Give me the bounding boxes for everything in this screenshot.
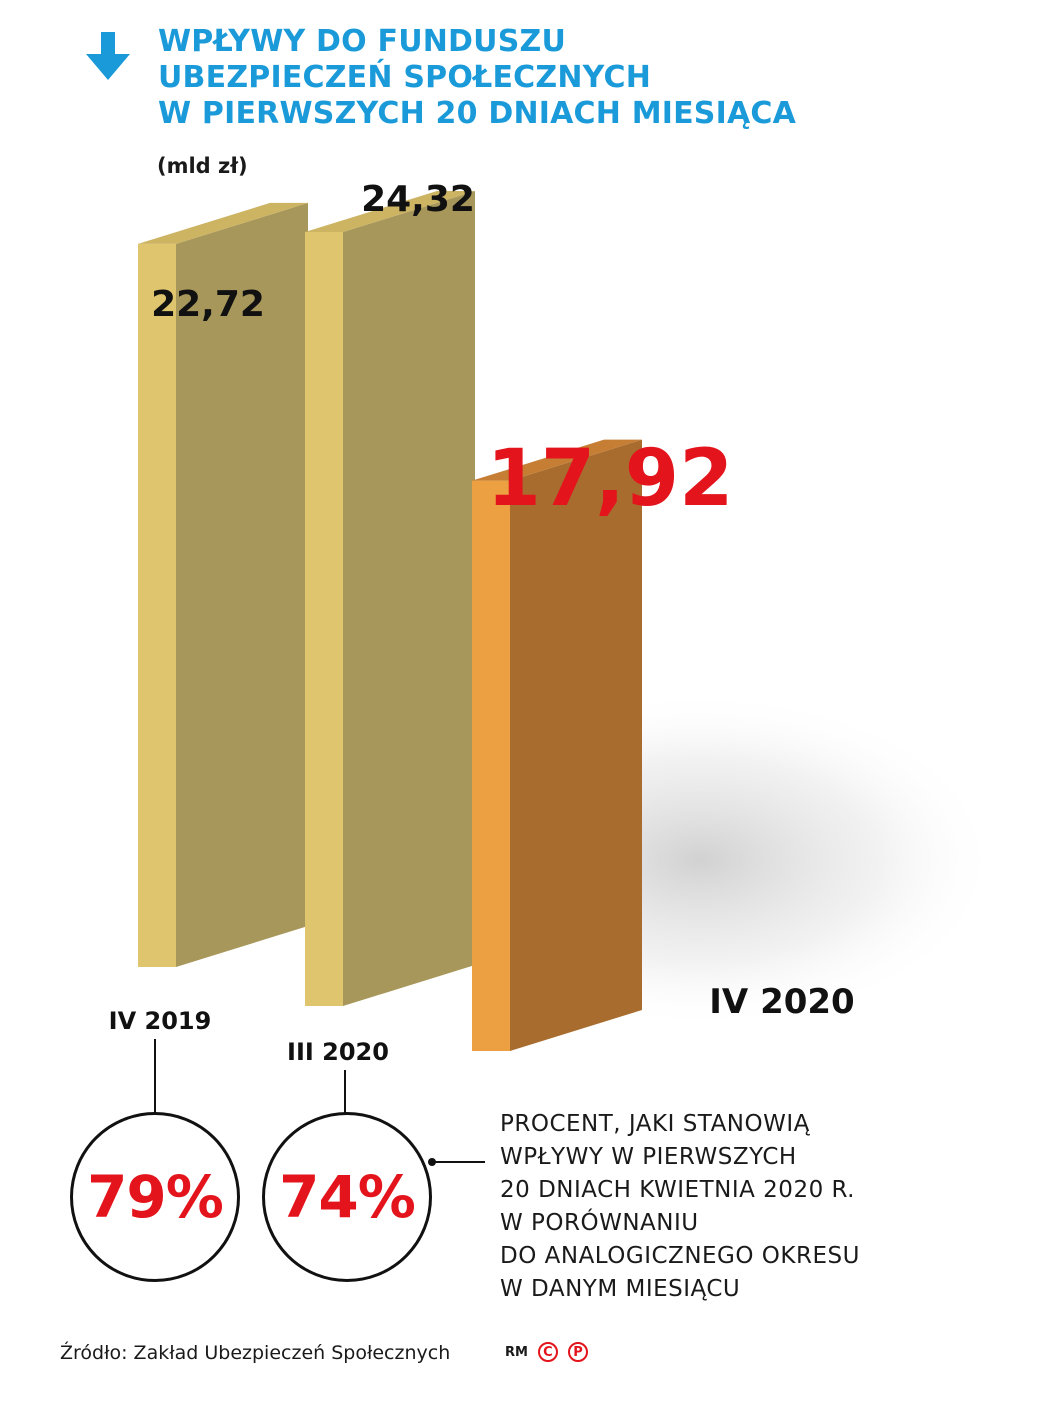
comparison-circle-2: 74% — [262, 1112, 432, 1282]
explanatory-note: PROCENT, JAKI STANOWIĄ WPŁYWY W PIERWSZY… — [500, 1108, 940, 1306]
note-line: PROCENT, JAKI STANOWIĄ — [500, 1111, 810, 1137]
bar-top — [138, 202, 308, 244]
source-note: Źródło: Zakład Ubezpieczeń Społecznych — [60, 1342, 451, 1364]
bar-front — [138, 243, 176, 968]
bar-3 — [472, 439, 642, 1051]
publisher-icon: P — [567, 1342, 588, 1362]
note-line: DO ANALOGICZNEGO OKRESU — [500, 1243, 860, 1269]
bar-1 — [138, 202, 308, 968]
chart-title: WPŁYWY DO FUNDUSZU UBEZPIECZEŃ SPOŁECZNY… — [158, 24, 1018, 132]
arrow-down-icon — [86, 32, 130, 80]
bar-front — [305, 232, 343, 1006]
bar-top — [305, 191, 475, 232]
value-label: 22,72 — [151, 284, 265, 325]
bar-top — [472, 439, 642, 481]
comparison-circle-1: 79% — [70, 1112, 240, 1282]
bar-2 — [305, 191, 475, 1006]
bar-side — [343, 191, 475, 1006]
note-line: 20 DNIACH KWIETNIA 2020 R. — [500, 1177, 855, 1203]
unit-label: (mld zł) — [157, 154, 248, 178]
copyright-icon: C — [537, 1342, 558, 1362]
note-line: W PORÓWNANIU — [500, 1210, 699, 1236]
bar-side — [176, 202, 308, 968]
bar-front — [472, 480, 510, 1051]
category-label: III 2020 — [287, 1038, 389, 1066]
title-line: W PIERWSZYCH 20 DNIACH MIESIĄCA — [158, 96, 797, 131]
comparison-percent: 79% — [87, 1163, 224, 1231]
note-line: WPŁYWY W PIERWSZYCH — [500, 1144, 797, 1170]
author-initials: RM — [505, 1344, 528, 1360]
title-line: UBEZPIECZEŃ SPOŁECZNYCH — [158, 60, 652, 95]
value-label: 24,32 — [361, 179, 475, 220]
bar-side — [510, 439, 642, 1051]
value-label: 17,92 — [487, 434, 734, 524]
category-label: IV 2019 — [109, 1007, 212, 1035]
category-label: IV 2020 — [709, 982, 854, 1022]
comparison-percent: 74% — [279, 1163, 416, 1231]
note-line: W DANYM MIESIĄCU — [500, 1276, 741, 1302]
title-line: WPŁYWY DO FUNDUSZU — [158, 24, 567, 59]
note-leader-dot — [428, 1158, 436, 1166]
credits: RM C P — [505, 1342, 588, 1362]
